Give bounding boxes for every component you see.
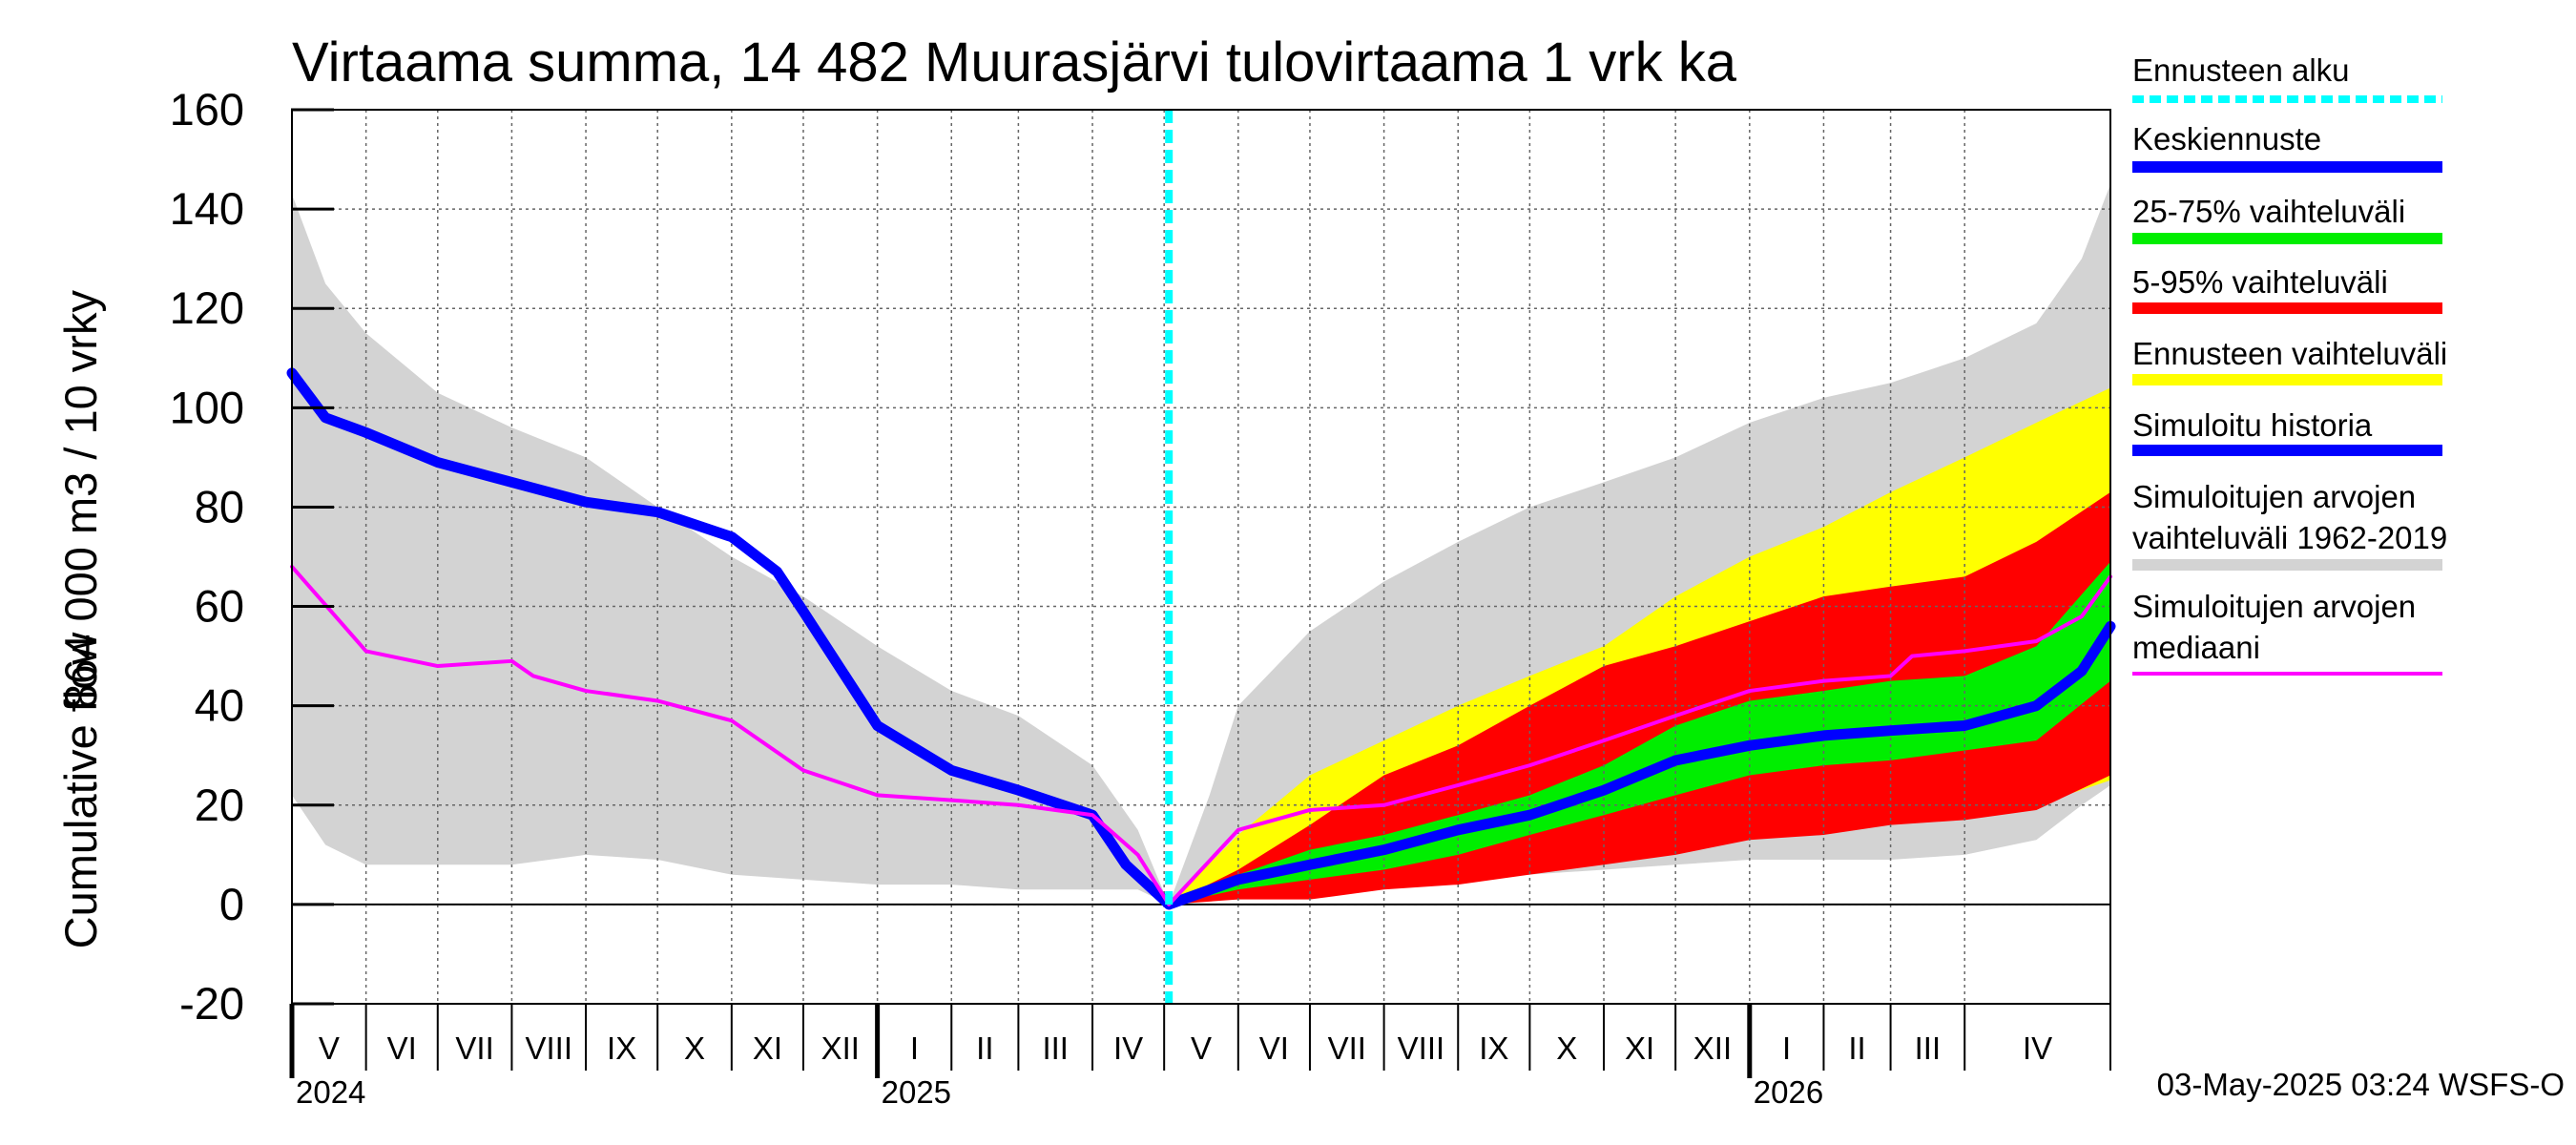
legend-label-6: Simuloitujen arvojen vaihteluväli 1962-20… [2132, 479, 2447, 555]
legend-label-line: 25-75% vaihteluväli [2132, 194, 2405, 229]
month-label: III [1042, 1030, 1069, 1066]
year-label: 2026 [1754, 1074, 1823, 1110]
month-label: XI [1625, 1030, 1654, 1066]
legend-label-1: Keskiennuste [2132, 121, 2321, 156]
y-tick-label: 20 [195, 780, 244, 830]
series-line-2 [290, 564, 2112, 906]
month-label: X [684, 1030, 705, 1066]
month-label: XII [1693, 1030, 1732, 1066]
y-tick-label: 100 [170, 382, 244, 432]
month-label: IV [1113, 1030, 1143, 1066]
month-label: II [976, 1030, 993, 1066]
month-label: VIII [525, 1030, 572, 1066]
month-label: III [1915, 1030, 1942, 1066]
month-label: XI [753, 1030, 782, 1066]
month-label: VIII [1398, 1030, 1445, 1066]
y-tick-label: 160 [170, 84, 244, 135]
legend: Ennusteen alku Keskiennuste 25-75% vaihtel… [2132, 52, 2447, 676]
series-line-1 [1163, 620, 2116, 910]
legend-label-7: Simuloitujen arvojen mediaani [2132, 589, 2416, 665]
legend-label-line: Simuloitujen arvojen [2132, 479, 2416, 514]
month-label: V [1191, 1030, 1212, 1066]
y-axis-label-line2: Cumulative flow [55, 632, 106, 949]
legend-label-0: Ennusteen alku [2132, 52, 2350, 88]
footer-timestamp: 03-May-2025 03:24 WSFS-O [2157, 1067, 2565, 1102]
year-label: 2024 [296, 1074, 365, 1110]
month-label: IX [607, 1030, 636, 1066]
y-tick-label: 120 [170, 282, 244, 333]
legend-label-3: 5-95% vaihteluväli [2132, 264, 2388, 300]
y-tick-label: -20 [179, 978, 244, 1029]
month-label: I [1782, 1030, 1791, 1066]
plot-area [286, 109, 2116, 1005]
y-tick-label: 60 [195, 581, 244, 632]
month-label: XII [821, 1030, 860, 1066]
month-label: VII [455, 1030, 493, 1066]
legend-label-line: 5-95% vaihteluväli [2132, 264, 2388, 300]
y-tick-label: 80 [195, 481, 244, 531]
month-label: II [1848, 1030, 1865, 1066]
y-axis-label-line1: 864 000 m3 / 10 vrky [55, 290, 106, 709]
legend-label-line: Ennusteen vaihteluväli [2132, 336, 2447, 371]
y-tick-label: 0 [219, 879, 244, 929]
legend-label-4: Ennusteen vaihteluväli [2132, 336, 2447, 371]
y-tick-label: 140 [170, 183, 244, 234]
y-tick-label: 40 [195, 680, 244, 731]
month-label: IV [2023, 1030, 2052, 1066]
legend-label-line: Simuloitujen arvojen [2132, 589, 2416, 624]
legend-label-line: Simuloitu historia [2132, 407, 2373, 443]
month-label: VI [1259, 1030, 1289, 1066]
month-label: V [319, 1030, 340, 1066]
axes: -20 0 20 40 60 80 100 120 140 160 864 000 m3 / 10 … [55, 84, 2111, 1110]
legend-label-5: Simuloitu historia [2132, 407, 2373, 443]
month-label: VII [1328, 1030, 1366, 1066]
legend-label-line: vaihteluväli 1962-2019 [2132, 520, 2447, 555]
chart-title: Virtaama summa, 14 482 Muurasjärvi tulov… [292, 31, 1737, 94]
legend-label-line: Keskiennuste [2132, 121, 2321, 156]
month-label: IX [1479, 1030, 1508, 1066]
month-label: VI [387, 1030, 417, 1066]
legend-label-line: Ennusteen alku [2132, 52, 2350, 88]
month-label: I [910, 1030, 919, 1066]
month-label: X [1556, 1030, 1577, 1066]
legend-label-2: 25-75% vaihteluväli [2132, 194, 2405, 229]
legend-label-line: mediaani [2132, 630, 2260, 665]
series-line-0 [286, 367, 1174, 910]
year-label: 2025 [882, 1074, 951, 1110]
